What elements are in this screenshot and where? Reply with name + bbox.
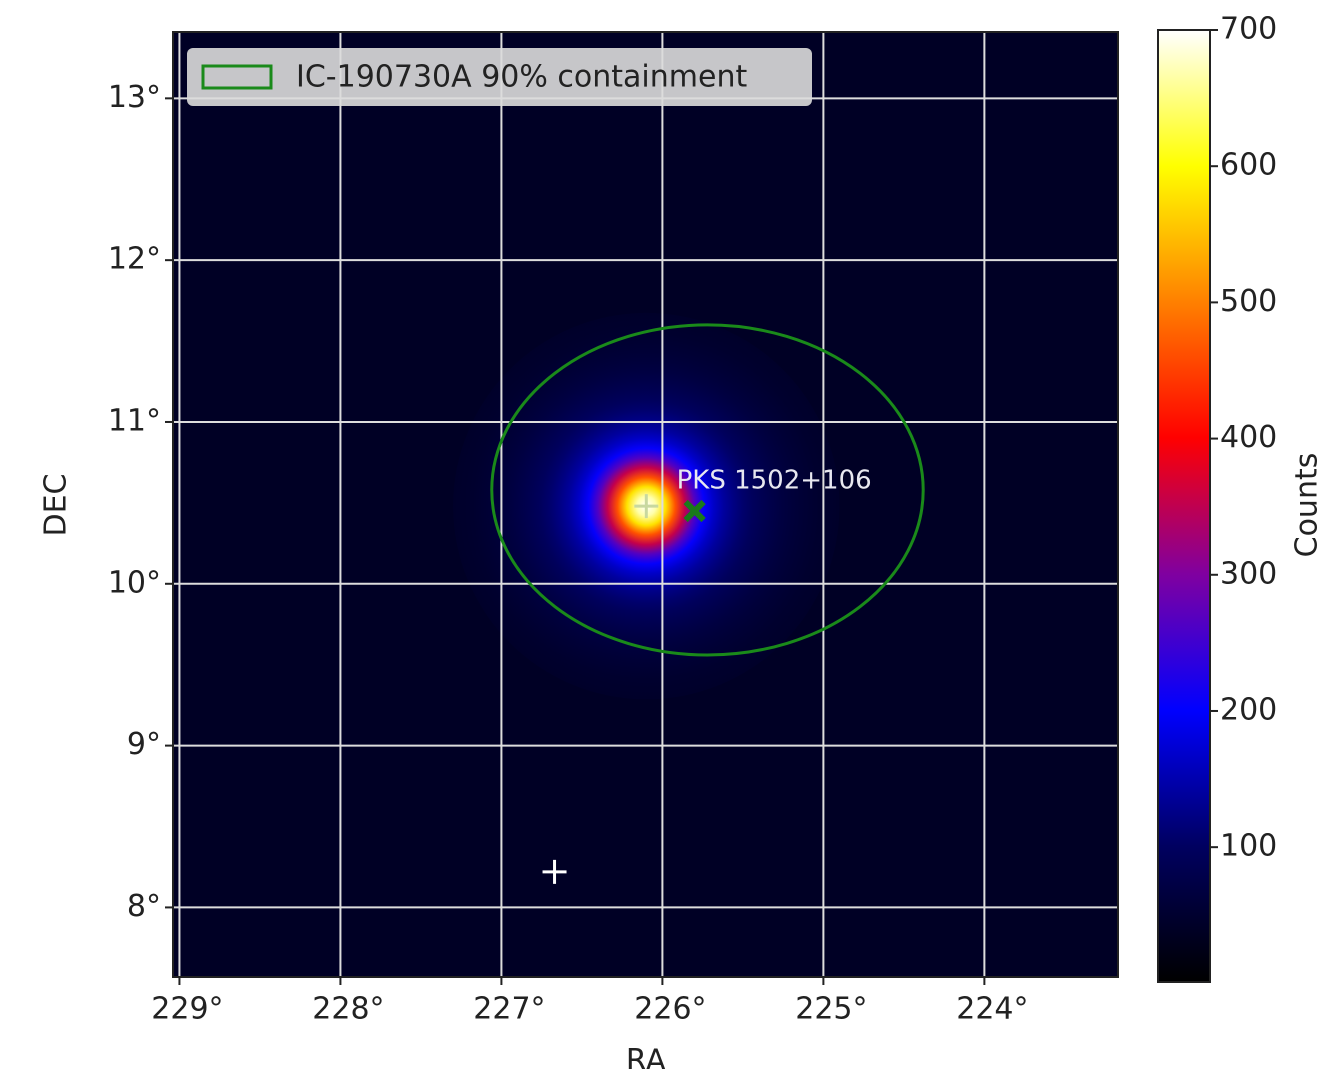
colorbar-tick-label: 200 — [1220, 692, 1277, 727]
colorbar-tick-label: 400 — [1220, 420, 1277, 455]
y-tick-label: 8° — [127, 889, 161, 924]
colorbar-tick-label: 500 — [1220, 284, 1277, 319]
x-tick-label: 228° — [312, 992, 384, 1027]
x-axis-label: RA — [626, 1044, 667, 1070]
colorbar-tick-label: 100 — [1220, 829, 1277, 864]
colorbar-tick-label: 300 — [1220, 556, 1277, 591]
colorbar-label: Counts — [1290, 453, 1325, 558]
y-tick-label: 12° — [108, 242, 161, 277]
y-tick-label: 13° — [108, 80, 161, 115]
y-tick-label: 9° — [127, 727, 161, 762]
annotation-label: PKS 1502+106 — [677, 465, 872, 495]
y-tick-label: 11° — [108, 403, 161, 438]
legend-label: IC-190730A 90% containment — [296, 60, 747, 95]
colorbar — [1158, 30, 1210, 982]
x-tick-label: 225° — [795, 992, 867, 1027]
y-tick-label: 10° — [108, 565, 161, 600]
x-tick-label: 229° — [151, 992, 223, 1027]
x-tick-label: 227° — [473, 992, 545, 1027]
legend: IC-190730A 90% containment — [187, 48, 812, 106]
colorbar-tick-label: 700 — [1220, 12, 1277, 47]
x-tick-label: 226° — [634, 992, 706, 1027]
colorbar-tick-label: 600 — [1220, 148, 1277, 183]
chart: 229° 228° 227° 226° 225° 224° 8° 9° 10° 11° 12° 13°… — [0, 0, 1332, 1069]
x-tick-label: 224° — [956, 992, 1028, 1027]
y-axis-label: DEC — [39, 473, 74, 536]
